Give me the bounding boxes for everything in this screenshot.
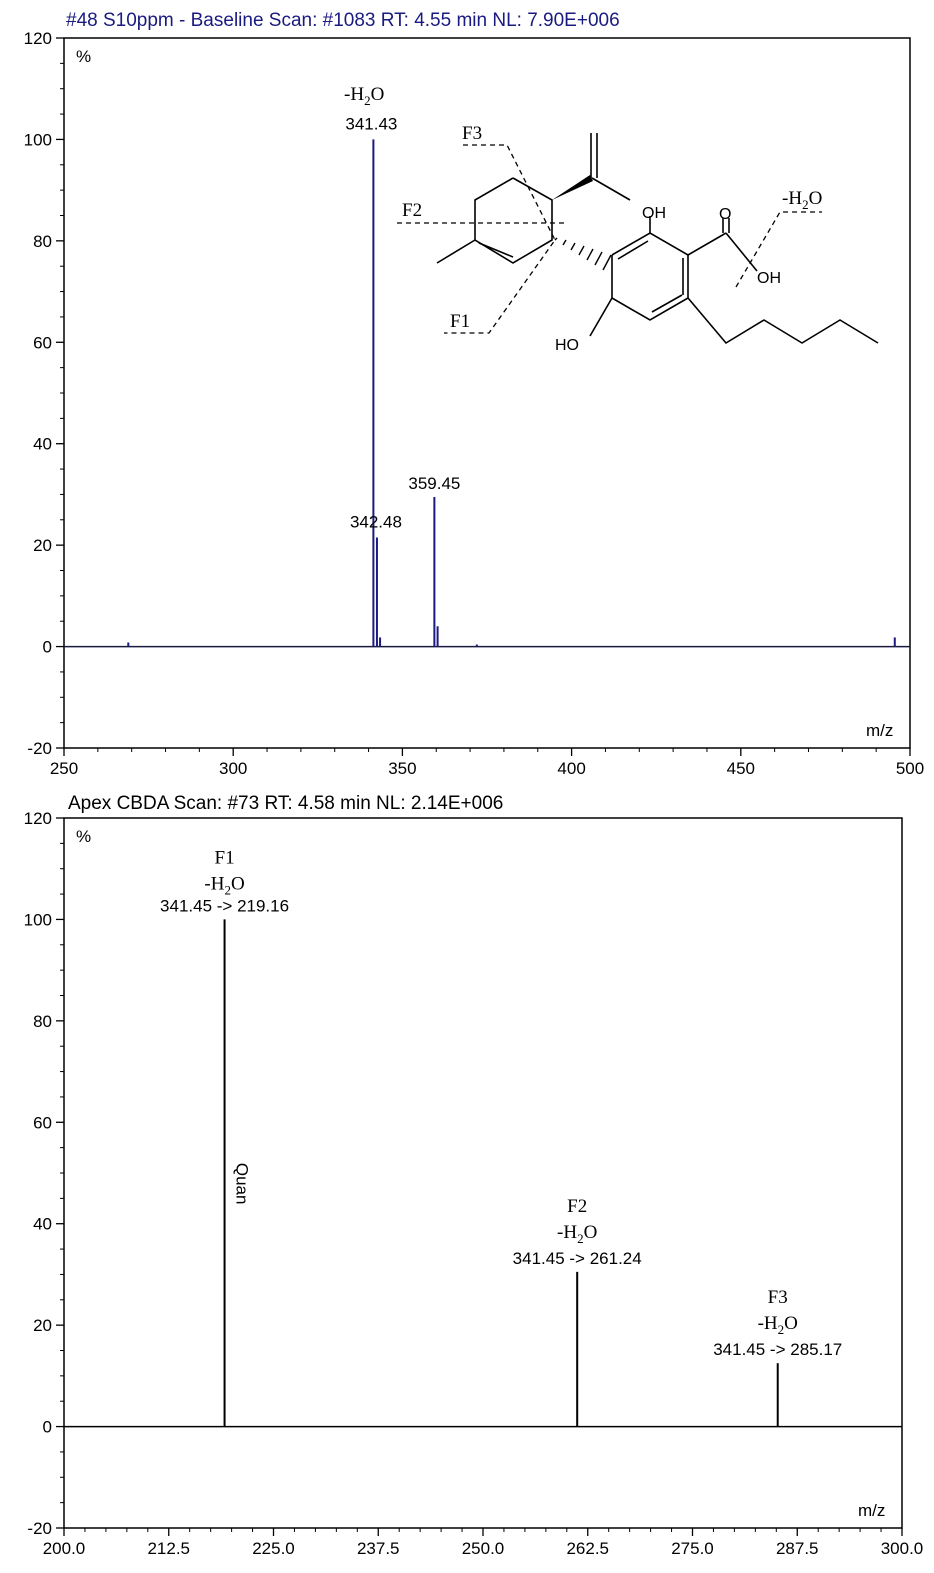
y-tick-label: 80 xyxy=(33,1012,52,1031)
x-tick-label: 275.0 xyxy=(671,1539,714,1558)
x-tick-label: 262.5 xyxy=(566,1539,609,1558)
chart-1-xlabel: m/z xyxy=(866,721,893,740)
chart-1-y-ticks: 120 100 80 60 40 20 0 -20 xyxy=(24,29,64,758)
y-tick-label: 80 xyxy=(33,232,52,251)
atom-carboxyl-oh: OH xyxy=(757,270,781,287)
atom-oh-top: OH xyxy=(642,205,666,222)
peak-label-359: 359.45 xyxy=(408,474,460,493)
carboxyl-bond xyxy=(687,232,727,256)
fragmentation-lines xyxy=(397,144,822,334)
y-tick-label: 120 xyxy=(24,29,52,48)
y-tick-label: 0 xyxy=(43,1418,52,1437)
chart-1-ylabel: % xyxy=(76,47,91,66)
fragment-line-F3-F1 xyxy=(444,144,556,334)
peak-water-loss: -H2O xyxy=(758,1313,798,1337)
chart-2-x-ticks: 200.0 212.5 225.0 237.5 250.0 262.5 275.0 287.5… xyxy=(43,1528,924,1558)
y-tick-label: 100 xyxy=(24,130,52,149)
chart-2-ylabel: % xyxy=(76,827,91,846)
chart-1-peaks xyxy=(64,139,910,648)
chart-2: Apex CBDA Scan: #73 RT: 4.58 min NL: 2.1… xyxy=(24,793,924,1558)
y-tick-label: -20 xyxy=(27,1519,52,1538)
y-tick-label: 60 xyxy=(33,333,52,352)
x-tick-label: 250 xyxy=(50,759,78,778)
aromatic-inner-1 xyxy=(617,240,649,260)
hashed-bond xyxy=(554,237,612,271)
x-tick-label: 200.0 xyxy=(43,1539,86,1558)
x-tick-label: 225.0 xyxy=(252,1539,295,1558)
methyl-bond xyxy=(436,239,476,264)
molecule-water-loss: -H2O xyxy=(782,188,822,212)
x-tick-label: 237.5 xyxy=(357,1539,400,1558)
peak-fragment-label: F2 xyxy=(567,1196,587,1217)
isopropenyl-methyl xyxy=(591,177,631,201)
y-tick-label: 120 xyxy=(24,809,52,828)
chart-2-xlabel: m/z xyxy=(858,1501,885,1520)
y-tick-label: -20 xyxy=(27,739,52,758)
molecule-labels: F3 F2 F1 -H2O OH O OH HO xyxy=(402,123,822,354)
peak-transition-label: 341.45 -> 285.17 xyxy=(713,1340,842,1359)
chart-1-title: #48 S10ppm - Baseline Scan: #1083 RT: 4.… xyxy=(66,10,620,31)
x-tick-label: 350 xyxy=(388,759,416,778)
hydroxyl-bond-bottom xyxy=(589,297,613,337)
x-tick-label: 300.0 xyxy=(881,1539,924,1558)
ring-double-bond xyxy=(478,242,514,258)
y-tick-label: 20 xyxy=(33,536,52,555)
chart-1-x-ticks: 250 300 350 400 450 500 xyxy=(50,748,924,778)
x-tick-label: 250.0 xyxy=(462,1539,505,1558)
pentyl-chain xyxy=(687,297,879,345)
chart-2-y-ticks: 120 100 80 60 40 20 0 -20 xyxy=(24,809,64,1538)
y-tick-label: 100 xyxy=(24,910,52,929)
peak-transition-label: 341.45 -> 261.24 xyxy=(513,1249,642,1268)
peak-water-loss: -H2O xyxy=(557,1222,597,1246)
x-tick-label: 400 xyxy=(557,759,585,778)
peak-quan-label: Quan xyxy=(233,1163,252,1205)
peak-transition-label: 341.45 -> 219.16 xyxy=(160,896,289,915)
chart-2-peaks xyxy=(64,919,902,1428)
x-tick-label: 212.5 xyxy=(147,1539,190,1558)
y-tick-label: 40 xyxy=(33,1215,52,1234)
chart-2-frame xyxy=(63,817,903,1529)
atom-ho-bottom: HO xyxy=(555,337,579,354)
peak-label-342: 342.48 xyxy=(350,513,402,532)
fragment-label-F2: F2 xyxy=(402,200,422,221)
x-tick-label: 287.5 xyxy=(776,1539,819,1558)
cyclohexene-ring xyxy=(474,177,553,264)
chart-1: #48 S10ppm - Baseline Scan: #1083 RT: 4.… xyxy=(24,10,925,778)
atom-carbonyl-o: O xyxy=(719,206,731,223)
molecule-structure xyxy=(397,133,879,345)
wedge-bond xyxy=(552,175,593,200)
fragment-line-water xyxy=(735,211,822,288)
aromatic-inner-2 xyxy=(651,294,683,313)
y-tick-label: 40 xyxy=(33,435,52,454)
y-tick-label: 0 xyxy=(43,638,52,657)
chart-1-frame xyxy=(63,37,911,749)
y-tick-label: 60 xyxy=(33,1113,52,1132)
fragment-label-F3: F3 xyxy=(462,123,482,144)
x-tick-label: 450 xyxy=(727,759,755,778)
chart-2-title: Apex CBDA Scan: #73 RT: 4.58 min NL: 2.1… xyxy=(68,793,503,814)
aromatic-ring xyxy=(611,232,689,321)
peak-fragment-label: F3 xyxy=(768,1287,788,1308)
peak-water-loss: -H2O xyxy=(204,873,244,897)
peak-label-341: 341.43 xyxy=(345,114,397,133)
x-tick-label: 300 xyxy=(219,759,247,778)
y-tick-label: 20 xyxy=(33,1316,52,1335)
peak-fragment-label: F1 xyxy=(215,847,235,868)
x-tick-label: 500 xyxy=(896,759,924,778)
annotation-water-loss: -H2O xyxy=(344,84,384,108)
carboxyl-oh-bond xyxy=(725,232,758,272)
fragment-label-F1: F1 xyxy=(450,311,470,332)
chart-1-annotations: -H2O 341.43 342.48 359.45 xyxy=(344,84,460,532)
